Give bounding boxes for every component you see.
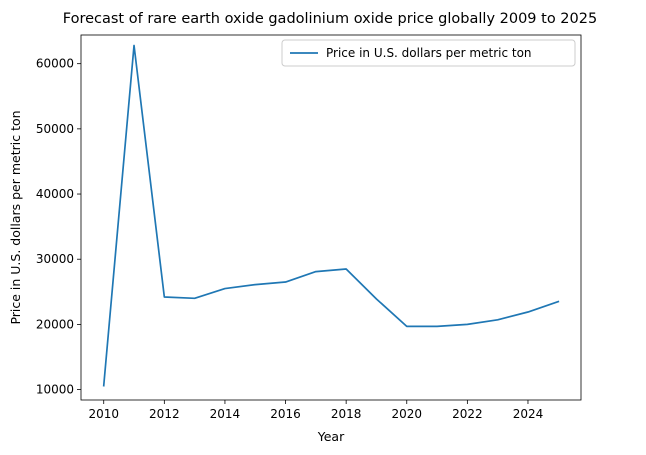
y-tick-label: 10000 [36,383,74,397]
series-line [102,44,560,387]
legend: Price in U.S. dollars per metric ton [281,39,576,67]
x-tick-label: 2024 [513,407,544,421]
x-tick-label: 2014 [210,407,241,421]
legend-label: Price in U.S. dollars per metric ton [326,46,532,60]
y-axis: 10000 20000 30000 40000 50000 60000 [36,57,81,397]
x-tick-label: 2022 [452,407,483,421]
x-tick-label: 2020 [391,407,422,421]
x-tick-label: 2010 [88,407,119,421]
x-tick-label: 2012 [149,407,180,421]
plot-frame [80,34,582,401]
y-tick-label: 60000 [36,57,74,71]
legend-box [281,39,576,67]
x-tick-label: 2016 [270,407,301,421]
y-tick-label: 40000 [36,187,74,201]
y-tick-label: 20000 [36,317,74,331]
y-axis-label: Price in U.S. dollars per metric ton [8,110,23,324]
x-axis-label: Year [317,429,345,444]
chart-title: Forecast of rare earth oxide gadolinium … [63,11,597,27]
x-tick-label: 2018 [331,407,362,421]
y-tick-label: 30000 [36,252,74,266]
y-tick-label: 50000 [36,122,74,136]
x-axis: 2010 2012 2014 2016 2018 2020 2022 2024 [88,400,543,421]
plot-area [102,44,560,387]
